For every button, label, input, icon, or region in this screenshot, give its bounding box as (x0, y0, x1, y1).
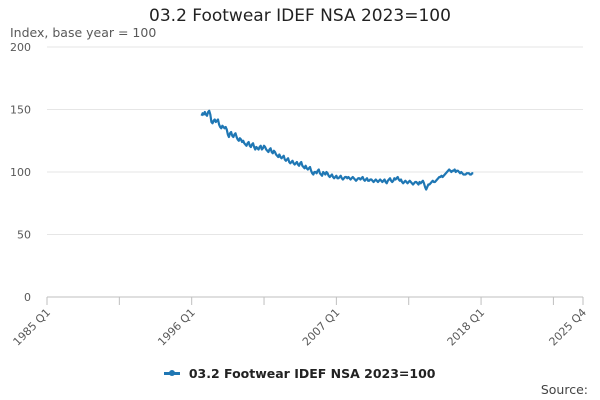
legend[interactable]: 03.2 Footwear IDEF NSA 2023=100 (0, 366, 600, 381)
y-tick-label: 50 (17, 229, 31, 242)
source-label: Source: (540, 382, 588, 397)
x-tick-label: 1996 Q1 (155, 306, 198, 349)
y-tick-label: 100 (10, 166, 31, 179)
x-tick-label: 2007 Q1 (300, 306, 343, 349)
series-line (200, 109, 474, 191)
y-tick-label: 0 (24, 291, 31, 304)
x-tick-label: 1985 Q1 (11, 306, 54, 349)
chart-subtitle: Index, base year = 100 (10, 25, 157, 40)
legend-swatch (164, 370, 181, 376)
chart-title: 03.2 Footwear IDEF NSA 2023=100 (149, 6, 451, 26)
x-tick-label: 2025 Q4 (547, 306, 590, 349)
x-tick-label: 2018 Q1 (445, 306, 488, 349)
y-tick-label: 150 (10, 104, 31, 117)
legend-label: 03.2 Footwear IDEF NSA 2023=100 (188, 366, 436, 381)
y-tick-label: 200 (10, 41, 31, 54)
